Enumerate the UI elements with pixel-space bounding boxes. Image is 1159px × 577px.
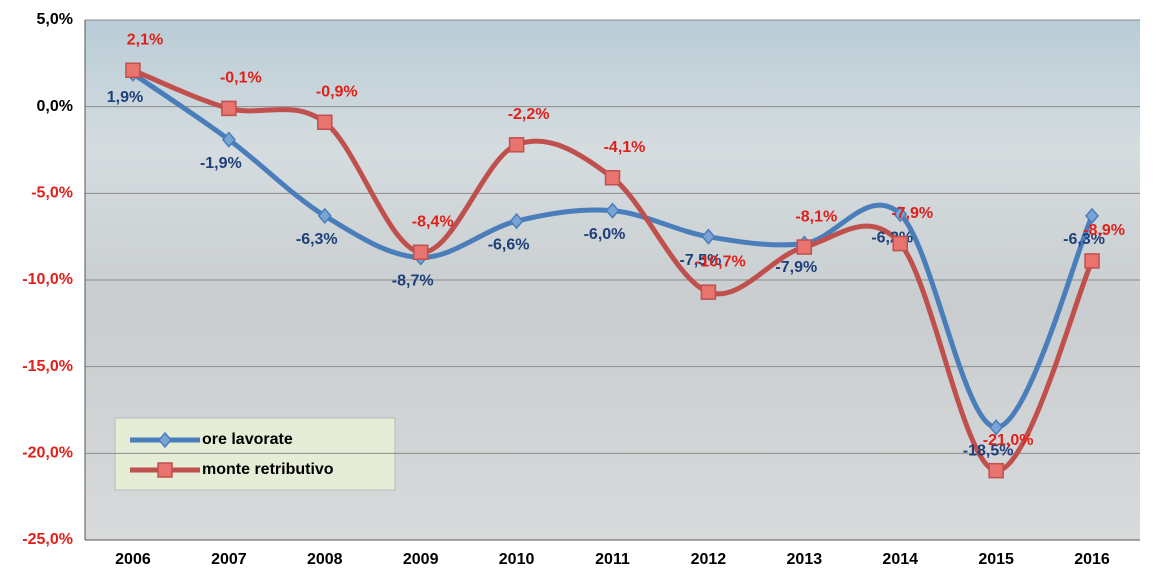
y-tick-label: -20,0% <box>22 445 73 462</box>
data-label: -6,3% <box>296 231 338 248</box>
chart: -25,0% -20,0% -15,0% -10,0% -5,0% 0,0% 5,0% 200… <box>0 0 1159 572</box>
data-label: -0,1% <box>220 70 262 87</box>
y-tick-label: -15,0% <box>22 358 73 375</box>
data-label: -6,0% <box>584 226 626 243</box>
data-label: -0,9% <box>316 83 358 100</box>
data-point <box>989 464 1003 478</box>
x-tick-label: 2007 <box>211 551 247 568</box>
data-point <box>510 138 524 152</box>
x-tick-label: 2015 <box>978 551 1014 568</box>
data-label: -2,2% <box>508 106 550 123</box>
x-tick-label: 2009 <box>403 551 439 568</box>
x-tick-label: 2013 <box>787 551 823 568</box>
y-tick-label: -5,0% <box>31 185 73 202</box>
x-tick-label: 2011 <box>595 551 630 568</box>
data-label: -8,1% <box>795 208 837 225</box>
x-tick-label: 2008 <box>307 551 343 568</box>
data-point <box>414 245 428 259</box>
y-tick-label: -25,0% <box>22 531 73 548</box>
legend-label: monte retributivo <box>202 461 334 478</box>
data-label: 1,9% <box>107 89 143 106</box>
x-tick-label: 2016 <box>1074 551 1110 568</box>
data-label: -8,7% <box>392 273 434 290</box>
legend-box <box>115 418 395 490</box>
data-point <box>893 237 907 251</box>
data-label: -7,9% <box>775 259 817 276</box>
y-tick-label: 0,0% <box>37 98 73 115</box>
data-point <box>797 240 811 254</box>
data-point <box>318 115 332 129</box>
x-tick-label: 2006 <box>115 551 151 568</box>
data-label: -4,1% <box>604 139 646 156</box>
data-label: -8,9% <box>1083 222 1125 239</box>
y-tick-label: -10,0% <box>22 271 73 288</box>
legend-marker <box>158 463 172 477</box>
data-label: -7,9% <box>891 205 933 222</box>
legend-label: ore lavorate <box>202 431 293 448</box>
x-tick-label: 2012 <box>691 551 727 568</box>
data-label: -8,4% <box>412 213 454 230</box>
data-label: -1,9% <box>200 155 242 172</box>
data-point <box>701 285 715 299</box>
data-point <box>222 101 236 115</box>
data-point <box>1085 254 1099 268</box>
data-label: 2,1% <box>127 31 163 48</box>
data-label: -21,0% <box>983 432 1034 449</box>
x-tick-label: 2010 <box>499 551 535 568</box>
data-label: -10,7% <box>695 253 746 270</box>
data-point <box>606 171 620 185</box>
x-tick-label: 2014 <box>882 551 918 568</box>
y-tick-label: 5,0% <box>37 11 73 28</box>
data-point <box>126 63 140 77</box>
data-label: -6,6% <box>488 236 530 253</box>
